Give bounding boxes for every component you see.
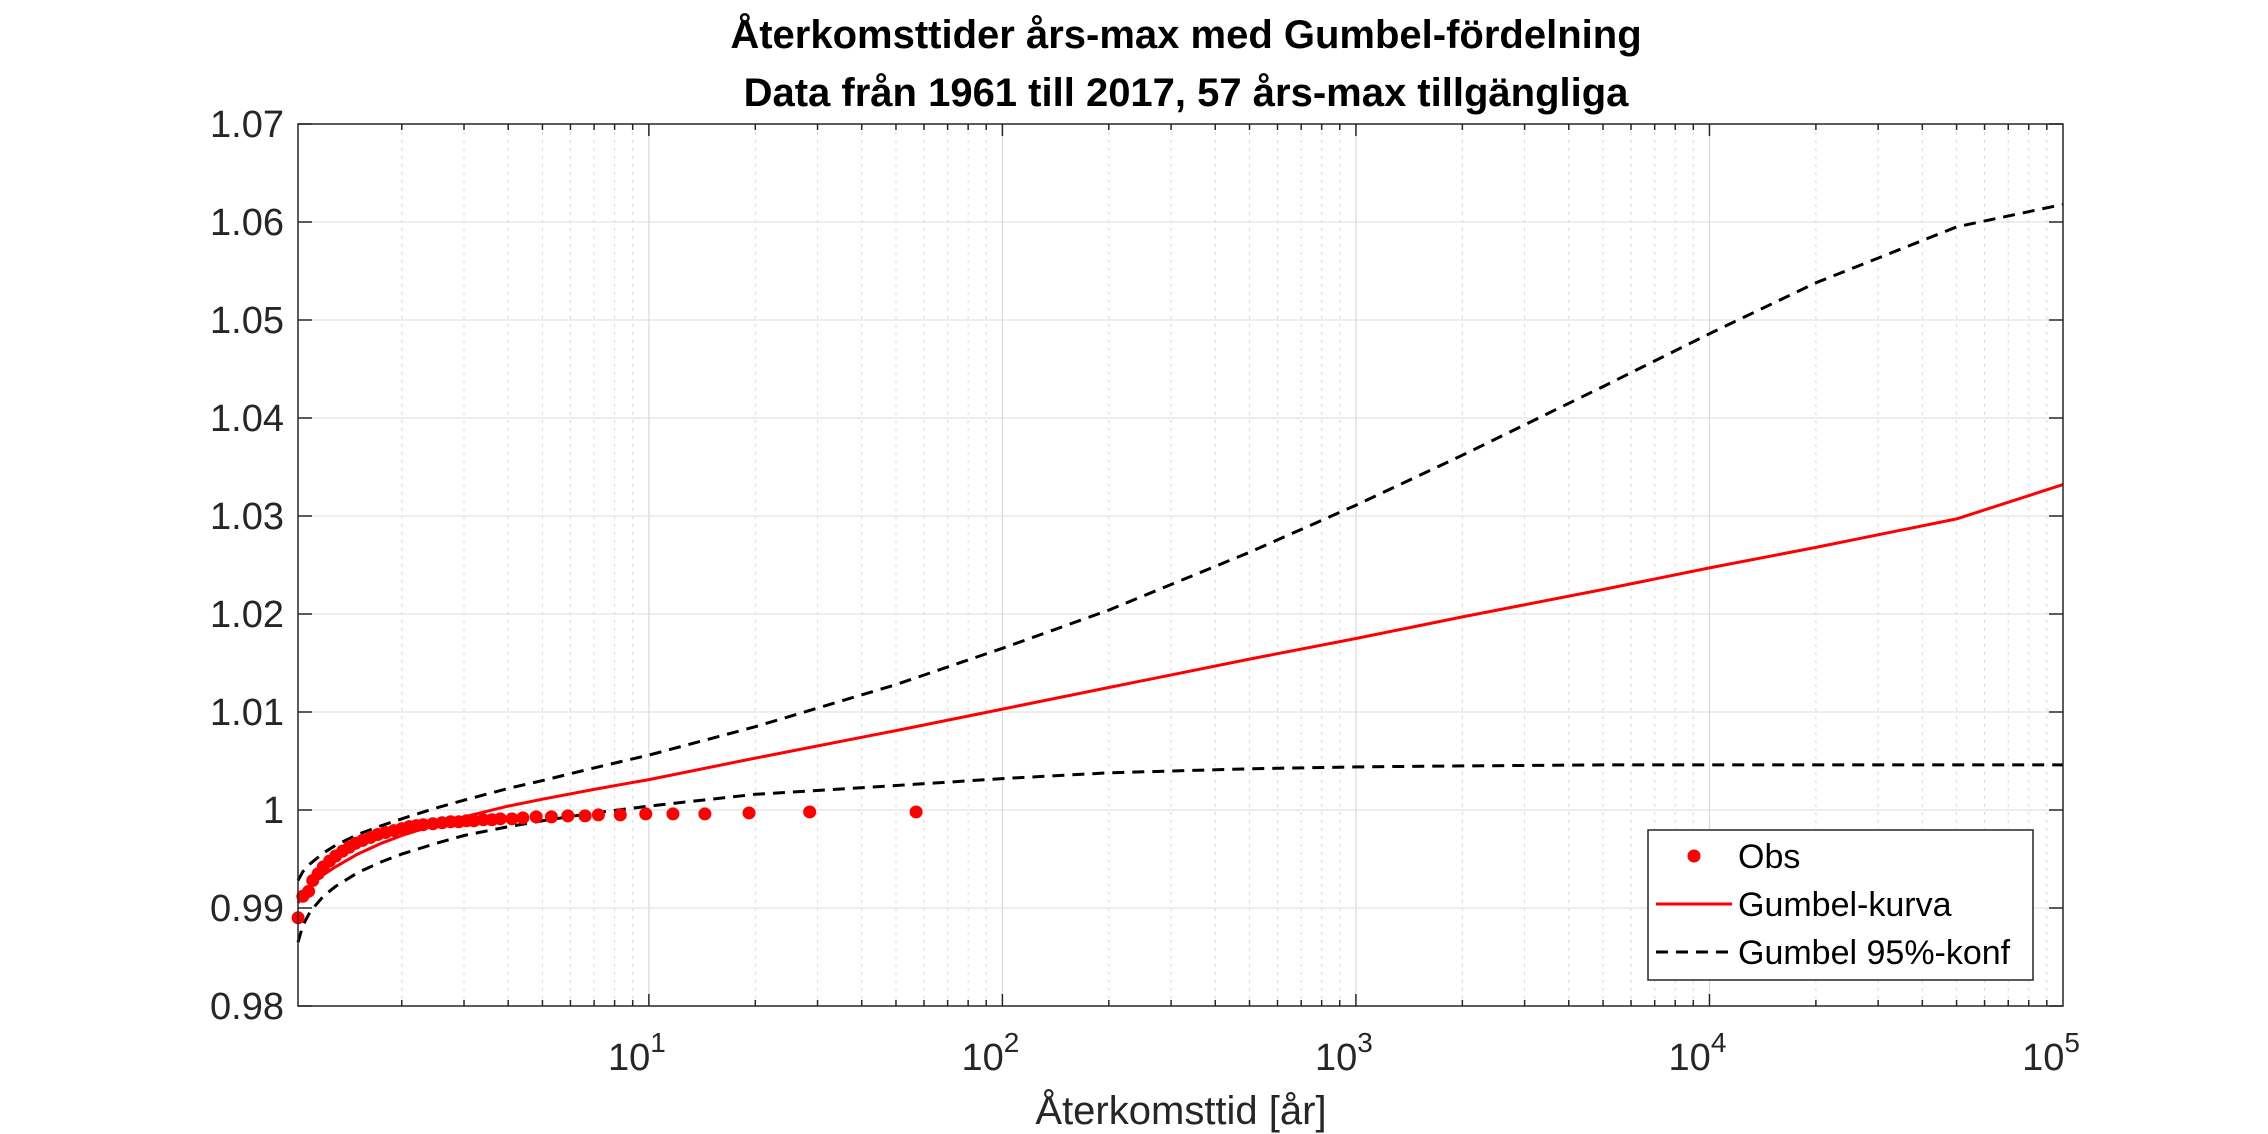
x-axis-label: Återkomsttid [år] [1035, 1088, 1326, 1133]
grid-lines [298, 123, 2063, 1007]
data-point-obs [909, 805, 923, 819]
x-tick-label: 104 [1669, 1027, 1727, 1079]
y-tick-label: 1.01 [210, 692, 284, 734]
data-point-obs [613, 808, 627, 822]
y-tick-label: 1 [263, 790, 284, 832]
x-tick-labels: 101 102 103 104 105 [608, 1027, 2080, 1079]
series-line-gumbel [296, 483, 2064, 904]
data-point-obs [698, 807, 712, 821]
series-layer [291, 202, 2064, 943]
data-point-obs [416, 818, 430, 832]
x-tick-label: 102 [961, 1027, 1019, 1079]
data-point-obs [639, 807, 653, 821]
legend: Obs Gumbel-kurva Gumbel 95%-konf [1647, 829, 2034, 981]
series-line-confidence-upper [296, 202, 2064, 882]
data-point-obs [302, 884, 316, 898]
y-tick-labels: 0.98 0.99 1 1.01 1.02 1.03 1.04 1.05 1.06 1.07 [210, 104, 284, 1028]
y-tick-label: 0.98 [210, 986, 284, 1028]
data-point-obs [591, 808, 605, 822]
data-point-obs [803, 805, 817, 819]
data-point-obs [493, 812, 507, 826]
data-point-obs [516, 811, 530, 825]
data-point-obs [505, 812, 519, 826]
x-tick-label: 101 [608, 1027, 666, 1079]
y-tick-label: 1.03 [210, 496, 284, 538]
x-tick-label: 105 [2022, 1027, 2080, 1079]
plot-frame [297, 123, 2064, 1007]
axis-ticks [298, 123, 2063, 1007]
chart-subtitle: Data från 1961 till 2017, 57 års-max til… [744, 71, 1630, 115]
chart-title: Återkomsttider års-max med Gumbel-fördel… [730, 12, 1641, 57]
data-point-obs [544, 810, 558, 824]
y-tick-label: 1.06 [210, 202, 284, 244]
y-tick-label: 1.05 [210, 300, 284, 342]
data-point-obs [666, 807, 680, 821]
legend-label-obs: Obs [1738, 838, 1800, 876]
y-tick-label: 1.07 [210, 104, 284, 146]
data-point-obs [561, 809, 575, 823]
data-point-obs [742, 806, 756, 820]
data-point-obs [529, 810, 543, 824]
y-tick-label: 0.99 [210, 888, 284, 930]
legend-label-confidence: Gumbel 95%-konf [1738, 934, 2011, 972]
x-tick-label: 103 [1315, 1027, 1373, 1079]
legend-marker-obs [1687, 849, 1701, 863]
y-tick-label: 1.04 [210, 398, 284, 440]
data-point-obs [578, 809, 592, 823]
y-tick-label: 1.02 [210, 594, 284, 636]
legend-label-gumbel: Gumbel-kurva [1738, 886, 1952, 924]
